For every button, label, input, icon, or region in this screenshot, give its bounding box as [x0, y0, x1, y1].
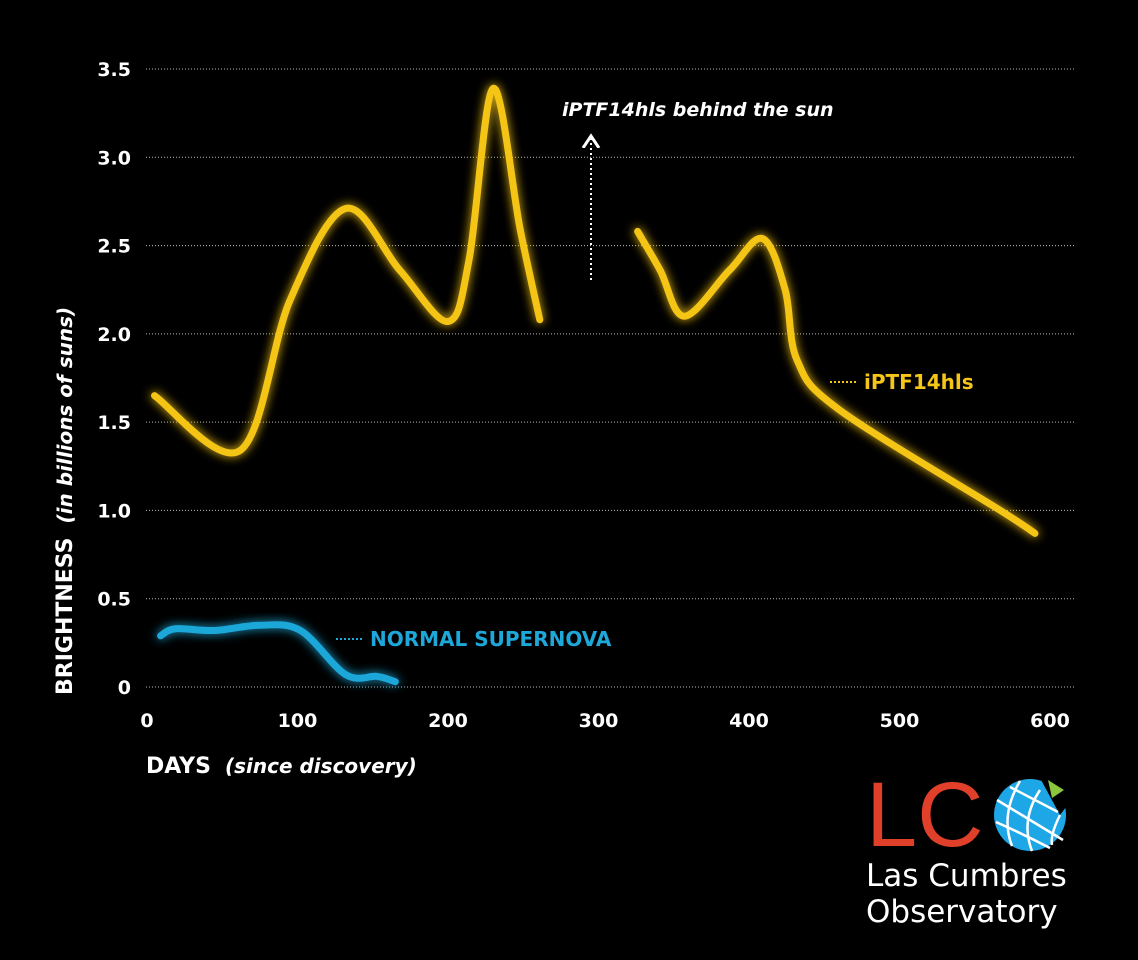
globe-icon	[994, 778, 1075, 852]
series-line-normal-supernova	[157, 621, 399, 686]
logo-line1: Las Cumbres	[866, 858, 1067, 894]
lco-logo: LC Las Cumbres Observatory	[866, 764, 1075, 930]
series-lines	[151, 84, 1039, 686]
x-tick-label: 500	[880, 710, 920, 732]
behind-sun-annotation: iPTF14hls behind the sun	[562, 99, 834, 121]
normal-legend-label: NORMAL SUPERNOVA	[370, 627, 612, 651]
y-tick-label: 3.5	[97, 59, 131, 81]
x-tick-label: 0	[140, 710, 153, 732]
y-tick-label: 2.5	[97, 236, 131, 258]
x-axis-ticks: 0 100 200 300 400 500 600	[140, 710, 1069, 732]
x-axis-label: DAYS (since discovery)	[146, 754, 417, 779]
y-axis-ticks: 0 0.5 1.0 1.5 2.0 2.5 3.0 3.5	[97, 59, 131, 699]
y-tick-label: 3.0	[97, 147, 131, 169]
y-tick-label: 1.5	[97, 412, 131, 434]
x-tick-label: 400	[729, 710, 769, 732]
y-tick-label: 2.0	[97, 324, 131, 346]
y-tick-label: 1.0	[97, 500, 131, 522]
y-tick-label: 0	[118, 677, 131, 699]
logo-line2: Observatory	[866, 894, 1058, 930]
x-tick-label: 100	[278, 710, 318, 732]
series-line-iptf14hls	[151, 84, 544, 457]
gridlines	[146, 68, 1075, 688]
y-axis-label: BRIGHTNESS(in billions of suns)	[53, 307, 78, 695]
series-line-iptf14hls	[634, 227, 1039, 537]
x-tick-label: 300	[579, 710, 619, 732]
logo-letters: LC	[866, 764, 984, 866]
x-tick-label: 600	[1030, 710, 1070, 732]
x-tick-label: 200	[428, 710, 468, 732]
iptf-legend-label: iPTF14hls	[864, 370, 974, 394]
y-tick-label: 0.5	[97, 589, 131, 611]
